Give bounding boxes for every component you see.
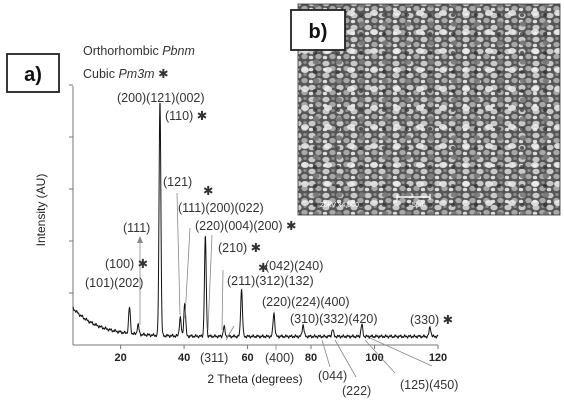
annotation-label: (220)(224)(400) — [262, 295, 350, 309]
annotation-label: ✱ — [203, 184, 214, 198]
annotation-label: (222) — [342, 384, 371, 398]
annotation-label: (220)(004)(200) ✱ — [195, 219, 297, 233]
annotation-label: (100) ✱ — [105, 257, 149, 271]
x-tick-label: 60 — [241, 352, 253, 364]
annotation-label: (330) ✱ — [410, 313, 454, 327]
annotation-label: (111)(200)(022) — [178, 201, 264, 215]
annotation-label: (044) — [318, 369, 347, 383]
panel-b-label-box: b) — [290, 9, 346, 51]
y-tick-marks — [69, 84, 73, 294]
plot-axes: 20 40 60 80 100 120 Intensity (AU) 2 Theta (d… — [34, 84, 447, 386]
x-tick-label: 120 — [429, 352, 447, 364]
y-axis-label: Intensity (AU) — [34, 174, 48, 247]
sem-scale-label: 5µm — [412, 202, 426, 209]
panel-b-label: b) — [309, 21, 328, 43]
annotation-label: (042)(240) — [265, 259, 323, 273]
annotation-label: (210) ✱ — [218, 241, 262, 255]
annotation-label: (211)(312)(132) — [227, 274, 314, 288]
annotation-pointers — [137, 192, 433, 378]
annotation-label: (125)(450) — [400, 378, 458, 392]
chart-legend: Orthorhombic Pbnm Cubic Pm3m ✱ — [83, 44, 195, 81]
annotation-label: (121) — [163, 175, 192, 189]
panel-a-label: a) — [24, 64, 42, 86]
annotation-label: (310)(332)(420) — [290, 312, 378, 326]
annotation-label: (200)(121)(002) — [117, 91, 205, 105]
x-tick-label: 80 — [305, 352, 317, 364]
xrd-pattern-line — [72, 102, 439, 339]
annotation-label: (110) ✱ — [165, 109, 208, 123]
x-tick-label: 20 — [114, 352, 126, 364]
panel-a-label-box: a) — [6, 53, 60, 93]
x-axis-label: 2 Theta (degrees) — [207, 372, 302, 386]
sem-info: 20kV x4,000 — [320, 202, 359, 209]
annotation-label: (101)(202) — [85, 276, 143, 290]
annotation-label: (400) — [265, 351, 294, 365]
annotation-label: (111) — [123, 221, 150, 235]
legend-cubic: Cubic Pm3m ✱ — [83, 67, 169, 81]
annotation-label: ✱ — [258, 261, 269, 275]
legend-orthorhombic: Orthorhombic Pbnm — [83, 44, 195, 58]
annotation-label: (311) — [200, 351, 228, 365]
peak-annotations: (200)(121)(002) (110) ✱ (121) ✱ (111)(20… — [85, 91, 458, 398]
x-tick-label: 40 — [178, 352, 190, 364]
